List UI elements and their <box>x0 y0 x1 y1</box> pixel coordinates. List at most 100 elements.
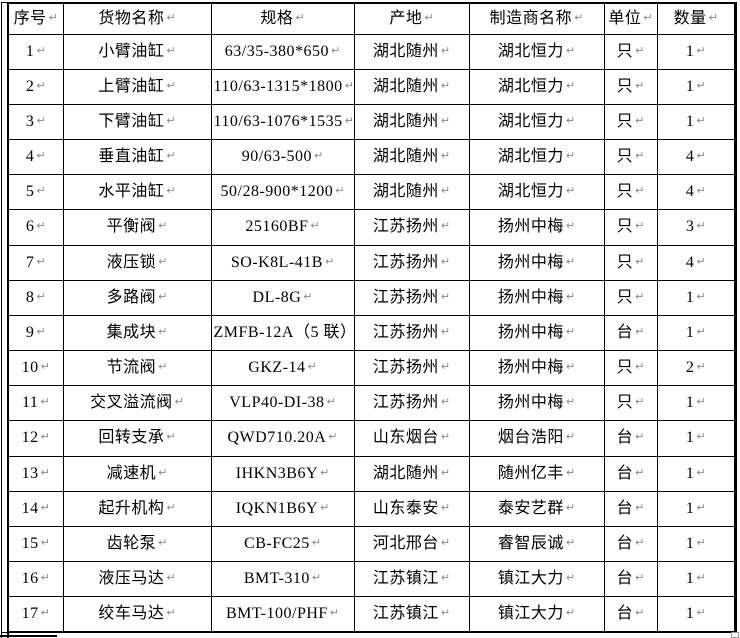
paragraph-mark-icon: ↵ <box>565 219 576 233</box>
cell-manufacturer: 湖北恒力 ↵ <box>468 174 605 211</box>
cell-spec: 25160BF ↵ <box>210 209 355 246</box>
col-header-quantity: 数量 ↵ <box>656 2 736 35</box>
paragraph-mark-icon: ↵ <box>696 149 706 163</box>
cell-text: 只 <box>616 359 634 377</box>
cell-quantity: 1 ↵ <box>656 561 736 598</box>
cell-text: 2 <box>25 77 35 95</box>
table-body: 1 ↵ 小臂油缸 ↵ 63/35-380*650 ↵ 湖北随州 ↵ 湖北恒力 ↵ 只 ↵ 1 ↵ 2 ↵ 上臂油… <box>7 33 736 633</box>
table-row: 14 ↵ 起升机构 ↵ IQKN1B6Y ↵ 山东泰安 ↵ 泰安艺群 ↵ 台 ↵ 1 ↵ <box>7 490 736 527</box>
paragraph-mark-icon: ↵ <box>311 571 322 585</box>
cell-text: 绞车马达 <box>98 605 165 623</box>
paragraph-mark-icon: ↵ <box>696 43 706 57</box>
cell-text: 扬州中梅 <box>497 323 564 341</box>
cell-text: 湖北随州 <box>372 148 439 166</box>
cell-manufacturer: 扬州中梅 ↵ <box>468 244 605 281</box>
cell-text: 只 <box>616 112 634 130</box>
cell-text: 泰安艺群 <box>497 499 564 517</box>
cell-text: 只 <box>616 394 634 412</box>
paragraph-mark-icon: ↵ <box>635 535 645 549</box>
cell-quantity: 3 ↵ <box>656 209 736 246</box>
cell-text: 扬州中梅 <box>497 218 564 236</box>
cell-text: 回转支承 <box>98 429 165 447</box>
cell-spec: DL-8G ↵ <box>210 279 355 316</box>
cell-text: 江苏扬州 <box>372 394 439 412</box>
cell-text: 河北邢台 <box>372 534 439 552</box>
cell-text: DL-8G <box>252 288 302 306</box>
cell-text: IQKN1B6Y <box>235 499 318 517</box>
cell-manufacturer: 扬州中梅 ↵ <box>468 279 605 316</box>
paragraph-mark-icon: ↵ <box>635 254 645 268</box>
cell-text: 9 <box>25 323 35 341</box>
cell-serial: 12 ↵ <box>7 420 64 457</box>
paragraph-mark-icon: ↵ <box>440 500 451 514</box>
cell-serial: 1 ↵ <box>7 33 64 70</box>
cell-manufacturer: 湖北恒力 ↵ <box>468 68 605 105</box>
paragraph-mark-icon: ↵ <box>36 324 46 338</box>
paragraph-mark-icon: ↵ <box>440 465 451 479</box>
paragraph-mark-icon: ↵ <box>158 324 168 338</box>
col-header-label: 单位 <box>608 9 642 27</box>
cell-goods-name: 平衡阀 ↵ <box>62 209 212 246</box>
cell-text: 4 <box>685 253 695 271</box>
cell-text: 平衡阀 <box>106 218 157 236</box>
cell-text: 上臂油缸 <box>98 77 165 95</box>
cell-text: BMT-100/PHF <box>225 605 328 623</box>
cell-text: 湖北随州 <box>372 77 439 95</box>
cell-manufacturer: 湖北恒力 ↵ <box>468 139 605 176</box>
cell-text: 7 <box>25 253 35 271</box>
cell-quantity: 2 ↵ <box>656 350 736 387</box>
cell-unit: 只 ↵ <box>603 244 658 281</box>
cell-unit: 只 ↵ <box>603 139 658 176</box>
cell-spec: IQKN1B6Y ↵ <box>210 490 355 527</box>
cell-serial: 5 ↵ <box>7 174 64 211</box>
cell-text: 16 <box>21 570 39 588</box>
paragraph-mark-icon: ↵ <box>635 395 645 409</box>
paragraph-mark-icon: ↵ <box>158 535 168 549</box>
cell-text: 湖北恒力 <box>497 42 564 60</box>
cell-text: 1 <box>685 605 695 623</box>
paragraph-mark-icon: ↵ <box>696 500 706 514</box>
cell-serial: 6 ↵ <box>7 209 64 246</box>
cell-text: 睿智辰诚 <box>497 534 564 552</box>
cell-text: 1 <box>685 429 695 447</box>
cell-quantity: 1 ↵ <box>656 68 736 105</box>
cell-unit: 台 ↵ <box>603 561 658 598</box>
cell-serial: 3 ↵ <box>7 103 64 141</box>
cell-text: 水平油缸 <box>98 183 165 201</box>
cell-text: 3 <box>25 112 35 130</box>
paragraph-mark-icon: ↵ <box>40 360 50 374</box>
cell-unit: 只 ↵ <box>603 385 658 422</box>
cell-serial: 2 ↵ <box>7 68 64 105</box>
cell-text: 13 <box>21 464 39 482</box>
cell-spec: ZMFB-12A（5 联）↵ <box>210 314 355 352</box>
cell-text: 山东泰安 <box>372 499 439 517</box>
cell-text: 90/63-500 <box>241 148 313 166</box>
cell-manufacturer: 烟台浩阳 ↵ <box>468 420 605 457</box>
paragraph-mark-icon: ↵ <box>696 395 706 409</box>
cell-spec: BMT-310 ↵ <box>210 561 355 598</box>
col-header-label: 序号 <box>13 9 47 27</box>
cell-text: 只 <box>616 77 634 95</box>
cell-text: 扬州中梅 <box>497 359 564 377</box>
cell-text: 湖北恒力 <box>497 183 564 201</box>
cell-text: 1 <box>685 464 695 482</box>
cell-manufacturer: 扬州中梅 ↵ <box>468 209 605 246</box>
paragraph-mark-icon: ↵ <box>166 184 176 198</box>
paragraph-mark-icon: ↵ <box>565 149 576 163</box>
cell-serial: 11 ↵ <box>7 385 64 422</box>
cell-text: 25160BF <box>245 218 309 236</box>
cell-spec: QWD710.20A ↵ <box>210 420 355 457</box>
header-row: 序号 ↵ 货物名称 ↵ 规格 ↵ 产地 ↵ 制造商名称 ↵ 单位 ↵ 数量 ↵ <box>7 2 736 35</box>
cell-goods-name: 减速机 ↵ <box>62 455 212 492</box>
col-header-label: 货物名称 <box>98 9 165 27</box>
paragraph-mark-icon: ↵ <box>36 254 46 268</box>
cell-text: 4 <box>25 148 35 166</box>
cell-quantity: 1 ↵ <box>656 490 736 527</box>
paragraph-mark-icon: ↵ <box>565 430 576 444</box>
cell-origin: 江苏扬州 ↵ <box>353 209 470 246</box>
cell-spec: GKZ-14 ↵ <box>210 350 355 387</box>
paragraph-mark-icon: ↵ <box>635 184 645 198</box>
cell-text: 只 <box>616 288 634 306</box>
cell-text: 1 <box>685 77 695 95</box>
